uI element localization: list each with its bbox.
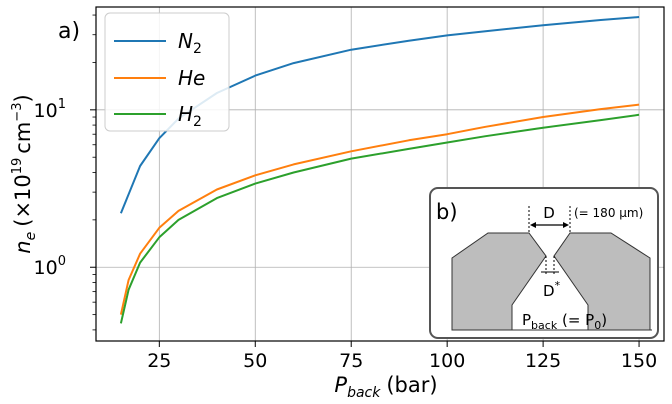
x-tick-label: 75 [339, 350, 363, 372]
y-ticks: 100 101 [34, 14, 96, 331]
legend-label-h2: H2 [178, 102, 202, 130]
y-tick-label: 101 [34, 97, 66, 122]
legend-entry-n2: N2 [114, 29, 202, 57]
x-axis-title: Pback (bar) [334, 373, 437, 400]
series-line-1 [119, 103, 640, 315]
y-tick-label: 100 [34, 254, 66, 279]
legend-label-n2: N2 [178, 29, 202, 57]
pback-label: Pback (= P0) [522, 311, 607, 332]
series-line-0 [119, 16, 640, 214]
plot-frame [95, 6, 665, 342]
y-axis-title: ne(×1019cm−3) [10, 94, 39, 253]
legend-entry-he: He [114, 66, 205, 90]
inset-nozzle-diagram: b) D (= 180 μm) D* Pback (= P0) [429, 187, 659, 339]
x-tick-label: 125 [525, 350, 561, 372]
series-lines [119, 16, 640, 324]
x-tick-label: 25 [147, 350, 171, 372]
inset-label-b: b) [436, 200, 458, 224]
d-label: D [543, 204, 555, 222]
legend-box [104, 12, 230, 132]
legend-label-he: He [178, 66, 205, 90]
legend-entry-h2: H2 [114, 102, 202, 130]
legend: N2 He H2 [104, 12, 230, 132]
x-tick-label: 100 [429, 350, 465, 372]
grid [96, 7, 664, 341]
d-arrowhead-left [530, 222, 536, 228]
x-ticks: 25 50 75 100 125 150 [147, 341, 657, 372]
panel-label-a: a) [58, 19, 80, 44]
dstar-label: D* [543, 279, 561, 300]
d-value: (= 180 μm) [574, 206, 643, 220]
series-line-2 [119, 113, 640, 324]
x-tick-label: 50 [243, 350, 267, 372]
d-arrowhead-right [563, 222, 569, 228]
x-tick-label: 150 [621, 350, 657, 372]
